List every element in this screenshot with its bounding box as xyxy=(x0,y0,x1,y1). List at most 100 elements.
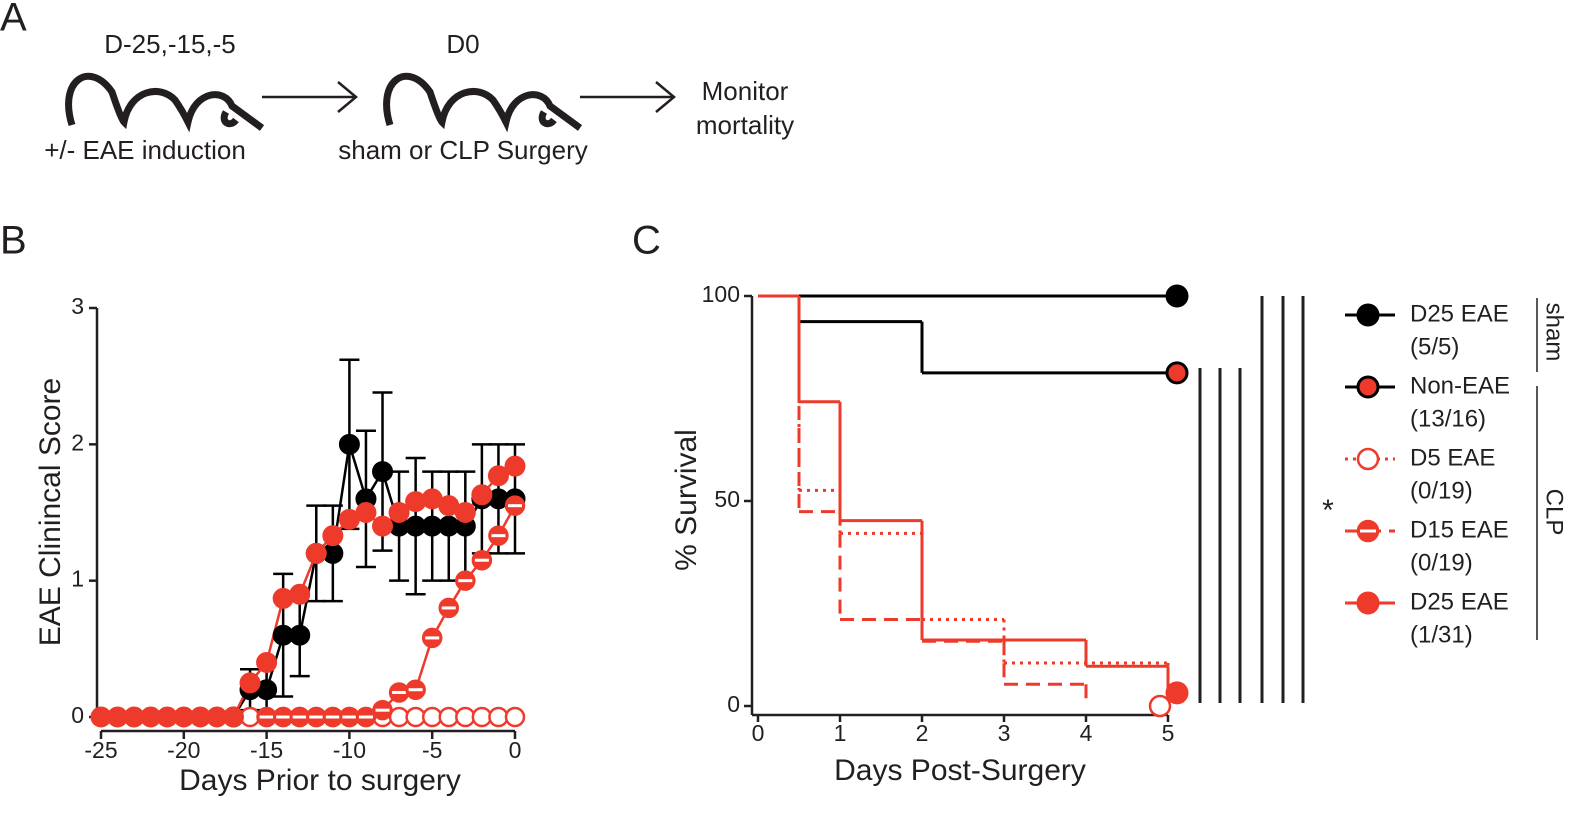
marker xyxy=(1165,681,1189,705)
marker xyxy=(421,627,443,649)
mouse-icon xyxy=(383,72,583,133)
marker-dot xyxy=(1165,681,1189,705)
marker-dot xyxy=(1165,284,1189,308)
legend-label: D25 EAE xyxy=(1410,300,1509,327)
panel-label: C xyxy=(632,219,661,263)
step-label: sham or CLP Surgery xyxy=(338,135,588,165)
marker xyxy=(438,597,460,619)
marker-dot xyxy=(455,706,476,728)
marker xyxy=(388,682,410,703)
marker-dot xyxy=(372,461,394,483)
marker xyxy=(222,706,244,728)
marker xyxy=(487,465,509,487)
marker xyxy=(256,651,278,673)
marker-dot xyxy=(504,706,526,728)
marker-dot xyxy=(1356,591,1380,615)
outcome-label: Monitor xyxy=(702,76,789,106)
marker xyxy=(438,706,460,728)
marker-dot xyxy=(471,484,493,506)
marker xyxy=(455,706,476,728)
marker xyxy=(504,455,526,477)
x-tick-label: 4 xyxy=(1080,720,1093,746)
marker-dot xyxy=(1356,447,1380,471)
marker-dot xyxy=(338,433,360,455)
marker-dot xyxy=(289,624,311,646)
y-tick-label: 100 xyxy=(702,281,740,307)
arrow xyxy=(262,81,358,113)
marker xyxy=(455,570,476,591)
legend-label: Non-EAE xyxy=(1410,372,1510,399)
marker xyxy=(305,542,327,564)
marker-dot xyxy=(239,672,261,694)
marker xyxy=(272,706,294,728)
x-tick-label: 5 xyxy=(1162,720,1175,746)
x-axis-label: Days Post-Surgery xyxy=(834,754,1086,787)
marker xyxy=(322,525,344,547)
marker xyxy=(338,433,360,455)
marker-dot xyxy=(305,542,327,564)
marker xyxy=(454,502,476,523)
step-label: +/- EAE induction xyxy=(44,135,246,165)
y-tick-label: 2 xyxy=(71,429,84,455)
arrow xyxy=(580,81,676,113)
y-tick-label: 0 xyxy=(727,691,740,717)
marker xyxy=(421,706,443,728)
x-axis-label: Days Prior to surgery xyxy=(179,764,461,797)
marker-dot xyxy=(388,502,410,523)
marker-dot xyxy=(1356,303,1380,327)
marker xyxy=(322,706,344,728)
marker-dot xyxy=(1148,694,1172,718)
marker-dot xyxy=(421,706,443,728)
marker xyxy=(372,699,393,721)
legend-label: D25 EAE xyxy=(1410,588,1509,615)
marker xyxy=(1148,694,1172,718)
marker xyxy=(1356,591,1380,615)
marker-dot xyxy=(487,465,509,487)
mouse-icon xyxy=(65,72,265,133)
marker xyxy=(1356,303,1380,327)
x-tick-label: 2 xyxy=(916,720,929,746)
marker xyxy=(504,706,526,728)
marker xyxy=(504,495,526,516)
x-tick-label: -20 xyxy=(167,737,200,763)
y-tick-label: 3 xyxy=(71,293,84,319)
marker xyxy=(289,706,310,728)
panel-label: A xyxy=(0,0,27,40)
step-time: D0 xyxy=(446,29,479,59)
marker-dot xyxy=(1356,375,1380,399)
group-label: CLP xyxy=(1541,489,1568,536)
outcome-label: mortality xyxy=(696,110,794,140)
x-tick-label: -5 xyxy=(422,737,442,763)
marker xyxy=(471,706,493,728)
marker-dot xyxy=(355,502,377,523)
x-tick-label: -25 xyxy=(84,737,117,763)
x-tick-label: -15 xyxy=(250,737,283,763)
marker xyxy=(339,706,360,728)
marker-dot xyxy=(388,706,410,728)
legend-label: D5 EAE xyxy=(1410,444,1495,471)
marker xyxy=(239,672,261,694)
annotation: * xyxy=(1322,494,1334,527)
y-tick-label: 0 xyxy=(71,702,84,728)
marker xyxy=(372,461,394,483)
y-axis-label: EAE Clinincal Score xyxy=(34,378,67,646)
legend-count: (0/19) xyxy=(1410,549,1473,576)
marker xyxy=(306,706,327,728)
legend-count: (0/19) xyxy=(1410,477,1473,504)
y-tick-label: 1 xyxy=(71,566,84,592)
marker xyxy=(488,525,509,546)
legend-count: (1/31) xyxy=(1410,621,1473,648)
marker-dot xyxy=(471,706,493,728)
x-tick-label: -10 xyxy=(333,737,366,763)
marker-dot xyxy=(488,706,509,728)
marker-dot xyxy=(504,455,526,477)
marker xyxy=(488,706,509,728)
legend-label: D15 EAE xyxy=(1410,516,1509,543)
x-tick-label: 0 xyxy=(752,720,765,746)
marker xyxy=(1356,447,1380,471)
legend-count: (5/5) xyxy=(1410,333,1459,360)
marker xyxy=(471,484,493,506)
x-tick-label: 3 xyxy=(998,720,1011,746)
marker xyxy=(405,706,426,728)
